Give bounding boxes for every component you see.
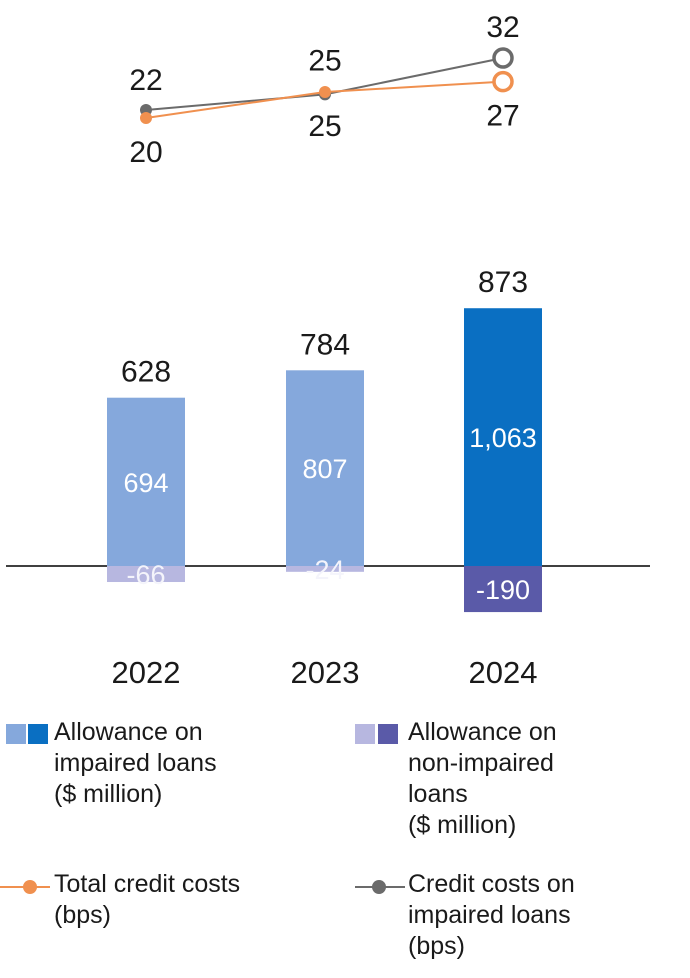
label-total-2023: 784 [300,328,350,361]
credit-costs-chart: 694-666282022807-2478420231,063-19087320… [6,11,650,690]
bar-non-impaired-2024 [464,566,542,613]
legend-label-total-costs: Total credit costs (bps) [54,870,241,929]
label-impaired-2024: 1,063 [469,423,537,453]
category-label-2023: 2023 [291,655,360,690]
point-impaired-costs-2024 [492,47,514,69]
point-total-costs-2024 [492,70,514,93]
legend-marker-impaired-costs [355,880,405,894]
bar-non-impaired-2022 [107,566,185,583]
label-total-costs-2022: 20 [129,136,162,169]
point-total-costs-2023 [319,86,331,98]
label-impaired-costs-2024: 32 [486,11,519,44]
label-impaired-costs-2022: 22 [129,64,162,97]
bar-impaired-2022 [107,397,185,566]
label-total-2022: 628 [121,356,171,389]
label-non-impaired-2022: -66 [126,560,165,590]
label-impaired-2023: 807 [302,454,347,484]
label-impaired-2022: 694 [123,468,168,498]
bar-non-impaired-2023 [286,566,364,572]
label-non-impaired-2023: -24 [305,555,344,585]
legend-swatch-non-impaired-light [355,724,375,744]
bar-impaired-2024 [464,308,542,566]
label-total-costs-2023: 25 [308,110,341,143]
label-non-impaired-2024: -190 [476,575,530,605]
legend-label-non-impaired: Allowance on non-impaired loans ($ milli… [408,718,557,839]
legend-label-impaired-costs: Credit costs on impaired loans (bps) [408,870,575,960]
legend-swatch-impaired-dark [28,724,48,744]
legend-swatch-impaired-light [6,724,26,744]
label-total-costs-2024: 27 [486,100,519,133]
bar-impaired-2023 [286,370,364,566]
point-total-costs-2022 [140,112,152,124]
legend-label-impaired: Allowance on impaired loans ($ million) [54,718,217,808]
label-total-2024: 873 [478,266,528,299]
category-label-2022: 2022 [112,655,181,690]
category-label-2024: 2024 [469,655,538,690]
label-impaired-costs-2023: 25 [308,44,341,77]
legend-swatch-non-impaired-dark [378,724,398,744]
legend-marker-total-costs [0,880,50,894]
